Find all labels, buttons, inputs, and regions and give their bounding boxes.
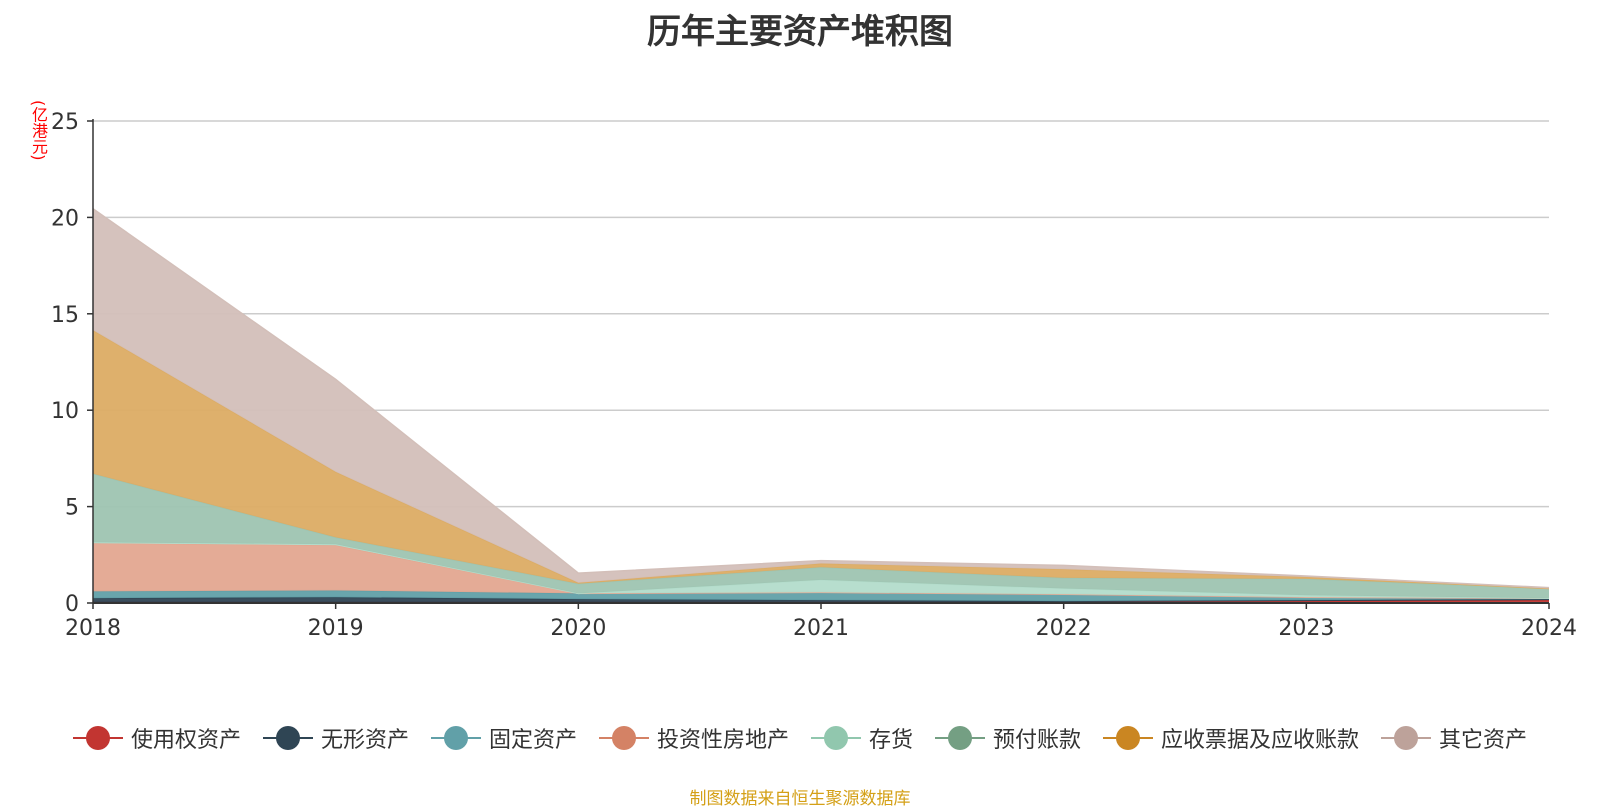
area-line-series-7 (92, 208, 1550, 589)
y-tick-label: 20 (51, 206, 79, 231)
legend-label: 无形资产 (320, 728, 409, 753)
legend-marker-icon (1381, 725, 1432, 751)
x-tick-label: 2019 (308, 616, 364, 641)
y-tick-label: 15 (51, 303, 79, 328)
legend-label: 使用权资产 (130, 728, 241, 753)
legend-item-1[interactable]: 无形资产 (262, 722, 409, 754)
legend-item-5[interactable]: 预付账款 (935, 722, 1081, 754)
y-tick-label: 25 (51, 110, 79, 135)
area-series-3 (93, 543, 1549, 599)
data-source-note: 制图数据来自恒生聚源数据库 (689, 789, 911, 809)
legend-label: 投资性房地产 (656, 728, 789, 753)
legend-label: 预付账款 (993, 728, 1082, 753)
legend-marker-icon (430, 725, 481, 751)
legend-item-3[interactable]: 投资性房地产 (598, 722, 789, 754)
legend-item-0[interactable]: 使用权资产 (72, 722, 241, 754)
x-tick-label: 2018 (65, 616, 121, 641)
area-series-2 (93, 590, 1549, 602)
legend-marker-icon (935, 725, 986, 751)
chart-title: 历年主要资产堆积图 (647, 12, 953, 52)
legend-marker-icon (1103, 725, 1154, 751)
x-tick-label: 2020 (550, 616, 606, 641)
area-series-4 (93, 542, 1549, 599)
x-tick-label: 2023 (1278, 616, 1334, 641)
x-tick-label: 2021 (793, 616, 849, 641)
legend-marker-icon (598, 725, 649, 751)
y-tick-label: 0 (65, 592, 79, 617)
stacked-area-chart: 0 5 10 15 20 25 2018 2019 2020 2021 2022 2023 2024 (51, 110, 1577, 641)
legend-item-2[interactable]: 固定资产 (430, 722, 577, 754)
legend-label: 其它资产 (1439, 728, 1528, 753)
legend-label: 应收票据及应收账款 (1161, 728, 1360, 753)
chart-legend: 使用权资产 无形资产 固定资产 投资性房地产 存货 预付账款 应收票据及应收账款 其它资产 (0, 722, 1600, 754)
area-series-5 (93, 473, 1549, 599)
legend-marker-icon (262, 725, 313, 751)
x-tick-label: 2024 (1521, 616, 1577, 641)
legend-item-7[interactable]: 其它资产 (1381, 722, 1527, 754)
legend-label: 固定资产 (488, 728, 577, 753)
legend-item-4[interactable]: 存货 (811, 722, 913, 754)
y-axis-unit-label: (亿港元) (29, 100, 48, 161)
y-tick-label: 5 (65, 496, 79, 521)
y-tick-label: 10 (51, 399, 79, 424)
legend-label: 存货 (869, 728, 914, 753)
x-tick-label: 2022 (1036, 616, 1092, 641)
legend-item-6[interactable]: 应收票据及应收账款 (1103, 722, 1359, 754)
area-series-7 (93, 208, 1549, 589)
legend-marker-icon (811, 725, 861, 751)
legend-marker-icon (72, 725, 123, 751)
